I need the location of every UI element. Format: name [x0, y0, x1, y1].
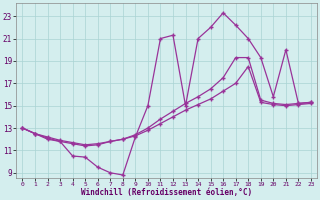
X-axis label: Windchill (Refroidissement éolien,°C): Windchill (Refroidissement éolien,°C)	[81, 188, 252, 197]
